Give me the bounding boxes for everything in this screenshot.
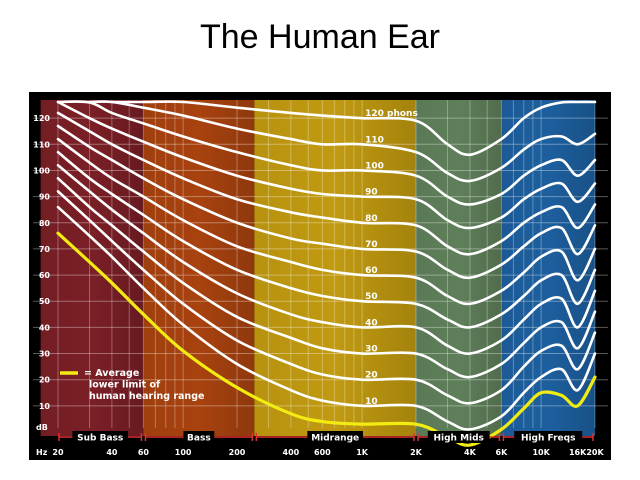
y-axis-label: dB: [36, 423, 48, 432]
band-label-bg: [72, 431, 129, 443]
curve-label-10: 10: [365, 397, 378, 407]
phon-curve-70: [56, 124, 597, 280]
x-tick-label: 40: [106, 448, 118, 457]
y-tick-label: 100: [33, 166, 50, 175]
x-tick-label: 16K: [569, 448, 587, 457]
x-tick-label: 100: [175, 448, 192, 457]
phon-curve-100: [56, 100, 597, 206]
curve-label-80: 80: [365, 214, 378, 224]
band-label-bg: [427, 431, 490, 443]
phon-curve-40: [56, 163, 597, 355]
curve-label-60: 60: [365, 266, 378, 276]
phon-curve-50: [56, 150, 597, 329]
band-label-bg: [514, 431, 583, 443]
x-axis-label: Hz: [36, 448, 48, 457]
curve-label-90: 90: [365, 188, 378, 198]
y-tick-label: 40: [39, 323, 51, 332]
curve-label-50: 50: [365, 292, 378, 302]
phon-curve-10: [56, 205, 597, 431]
curve-label-70: 70: [365, 240, 378, 250]
band-high-mids: [416, 100, 502, 436]
x-tick-label: 10K: [532, 448, 550, 457]
x-tick-label: 400: [283, 448, 300, 457]
phon-curve-110: [88, 100, 597, 183]
band-label-bass: Bass: [187, 434, 211, 444]
y-tick-label: 120: [33, 114, 50, 123]
band-label-bg: [183, 431, 215, 443]
y-tick-label: 10: [39, 402, 51, 411]
curve-label-40: 40: [365, 318, 378, 328]
y-tick-label: 20: [39, 376, 51, 385]
band-label-high-mids: High Mids: [433, 434, 483, 444]
x-tick-label: 200: [229, 448, 246, 457]
y-tick-label: 80: [39, 219, 51, 228]
curve-label-30: 30: [365, 345, 378, 355]
x-tick-label: 1K: [356, 448, 369, 457]
band-label-midrange: Midrange: [311, 434, 359, 444]
curve-label-100: 100: [365, 161, 384, 171]
band-label-sub-bass: Sub Bass: [77, 434, 123, 444]
phon-curve-90: [56, 100, 597, 230]
chart-title: The Human Ear: [200, 18, 440, 56]
threshold-curve: [56, 231, 597, 447]
x-tick-label: 4K: [464, 448, 477, 457]
band-sub-bass: [40, 100, 144, 436]
y-tick-label: 30: [39, 350, 51, 359]
y-tick-label: 110: [33, 140, 50, 149]
y-tick-label: 60: [39, 271, 51, 280]
phon-curve-120-phons: [110, 100, 597, 157]
x-tick-label: 60: [138, 448, 150, 457]
curve-label-110: 110: [365, 135, 384, 145]
band-label-bg: [307, 431, 363, 443]
curve-label-120-phons: 120 phons: [365, 109, 418, 119]
curve-label-20: 20: [365, 371, 378, 381]
x-tick-label: 20K: [586, 448, 604, 457]
x-tick-label: 600: [314, 448, 331, 457]
legend-text-line: = Average: [84, 368, 139, 379]
band-label-high-freqs: High Freqs: [521, 434, 576, 444]
y-tick-label: 90: [39, 193, 51, 202]
phon-curve-20: [56, 190, 597, 405]
x-tick-label: 6K: [496, 448, 509, 457]
y-tick-label: 70: [39, 245, 51, 254]
legend-text-line: human hearing range: [89, 391, 204, 402]
phon-curve-60: [56, 137, 597, 306]
y-tick-label: 50: [39, 297, 51, 306]
phon-curve-30: [56, 177, 597, 379]
phon-curve-80: [56, 111, 597, 256]
x-tick-label: 2K: [410, 448, 423, 457]
x-tick-label: 20: [52, 448, 64, 457]
legend-text-line: lower limit of: [89, 380, 161, 391]
